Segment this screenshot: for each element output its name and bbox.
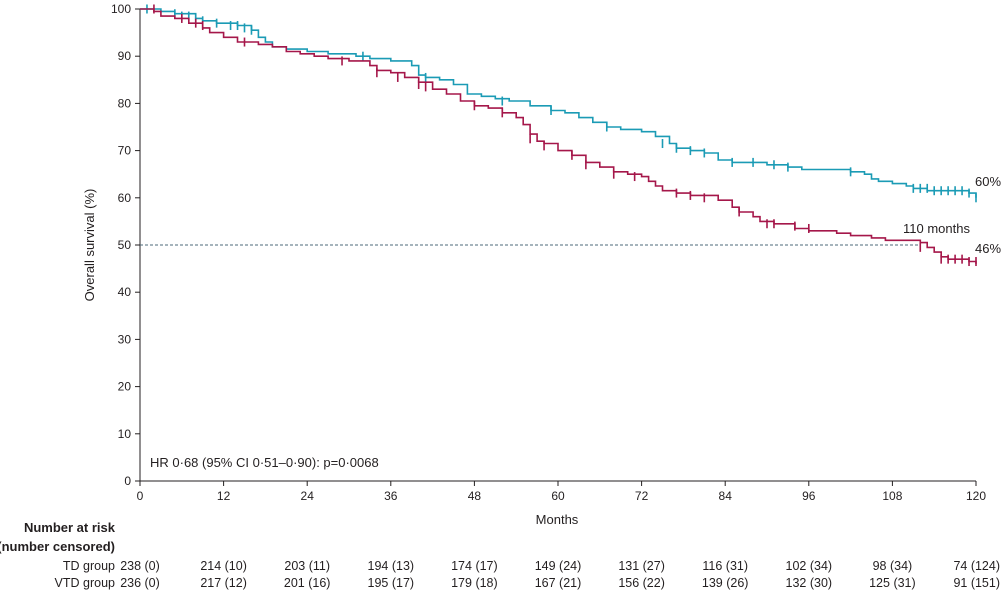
risk-cell: 149 (24) (535, 559, 582, 573)
y-tick-label: 50 (118, 238, 132, 252)
y-tick-label: 70 (118, 144, 132, 158)
risk-cell: 131 (27) (618, 559, 665, 573)
risk-cell: 195 (17) (368, 576, 415, 590)
blue-end-label: 60% (975, 174, 1001, 189)
y-tick-label: 30 (118, 332, 132, 346)
survival-curve-red (140, 8, 977, 264)
risk-cell: 194 (13) (368, 559, 415, 573)
median-time-label: 110 months (903, 221, 970, 236)
y-ticks: 0 10 20 30 40 50 60 70 80 90 100 (111, 2, 140, 488)
y-tick-label: 100 (111, 2, 131, 16)
x-tick-label: 12 (217, 489, 231, 503)
x-tick-label: 84 (719, 489, 733, 503)
risk-row-label-vtd: VTD group (55, 576, 115, 590)
y-tick-label: 10 (118, 427, 132, 441)
risk-cell: 74 (124) (953, 559, 1000, 573)
axes: 0 10 20 30 40 50 60 70 80 90 100 0 12 24 36 48 60 72 84 96… (111, 2, 986, 503)
risk-row-label-td: TD group (63, 559, 115, 573)
risk-cell: 102 (34) (786, 559, 833, 573)
y-axis-title: Overall survival (%) (82, 189, 97, 302)
y-tick-label: 0 (124, 474, 131, 488)
x-tick-label: 24 (301, 489, 315, 503)
red-end-label: 46% (975, 241, 1001, 256)
risk-cell: 214 (10) (200, 559, 247, 573)
x-axis-title: Months (536, 512, 579, 527)
risk-cell: 179 (18) (451, 576, 498, 590)
risk-cell: 174 (17) (451, 559, 498, 573)
risk-cell: 201 (16) (284, 576, 331, 590)
y-tick-label: 90 (118, 49, 132, 63)
risk-cell: 167 (21) (535, 576, 582, 590)
x-tick-label: 108 (882, 489, 902, 503)
x-tick-label: 48 (468, 489, 482, 503)
risk-cell: 116 (31) (702, 559, 748, 573)
x-tick-label: 36 (384, 489, 398, 503)
risk-table-header: Number at risk (24, 520, 116, 535)
risk-cell: 156 (22) (618, 576, 665, 590)
series-layer (140, 4, 977, 267)
risk-cell: 217 (12) (200, 576, 247, 590)
risk-cell: 139 (26) (702, 576, 749, 590)
risk-cell: 125 (31) (869, 576, 916, 590)
risk-cell: 203 (11) (284, 559, 330, 573)
risk-table-subheader: (number censored) (0, 539, 115, 554)
x-tick-label: 72 (635, 489, 649, 503)
y-tick-label: 60 (118, 191, 132, 205)
y-tick-label: 20 (118, 380, 132, 394)
risk-cell: 91 (151) (953, 576, 1000, 590)
y-tick-label: 80 (118, 96, 132, 110)
x-tick-label: 0 (137, 489, 144, 503)
risk-cell: 238 (0) (120, 559, 160, 573)
x-tick-label: 96 (802, 489, 816, 503)
x-ticks: 0 12 24 36 48 60 72 84 96 108 120 (137, 481, 986, 503)
risk-values: 238 (0) 214 (10) 203 (11) 194 (13) 174 (17) 1… (120, 559, 1000, 590)
risk-cell: 236 (0) (120, 576, 160, 590)
risk-cell: 132 (30) (786, 576, 833, 590)
y-tick-label: 40 (118, 285, 132, 299)
risk-cell: 98 (34) (873, 559, 913, 573)
hazard-ratio-annotation: HR 0·68 (95% CI 0·51–0·90): p=0·0068 (150, 455, 379, 470)
x-tick-label: 120 (966, 489, 986, 503)
risk-table: Number at risk (number censored) TD grou… (0, 520, 1000, 590)
x-tick-label: 60 (551, 489, 565, 503)
